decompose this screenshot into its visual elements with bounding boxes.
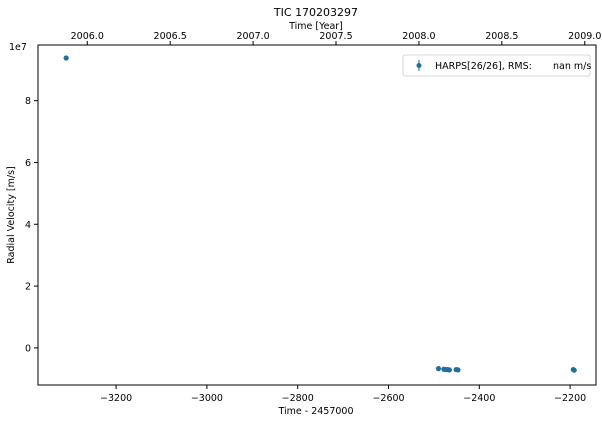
y-tick-label: 4: [25, 220, 31, 231]
legend: HARPS[26/26], RMS: nan m/s: [402, 54, 591, 77]
x-tick-label: −3000: [191, 393, 223, 404]
top-x-tick-label: 2007.5: [319, 31, 352, 42]
x-tick-label: −2800: [282, 393, 314, 404]
chart-title: TIC 170203297: [273, 6, 358, 19]
y-tick-label: 8: [25, 96, 31, 107]
x-tick-label: −3200: [100, 393, 132, 404]
data-point: [455, 367, 461, 373]
plot-frame: [37, 44, 597, 386]
top-x-tick-label: 2006.5: [154, 31, 187, 42]
data-point: [571, 367, 577, 373]
top-x-axis-ticks: 2006.0 2006.5 2007.0 2007.5 2008.0 2008.5 2009…: [71, 31, 601, 45]
legend-box: [402, 54, 591, 77]
x-tick-label: −2200: [554, 393, 586, 404]
x-axis-ticks: −3200 −3000 −2800 −2600 −2400 −2200: [100, 385, 586, 404]
top-x-tick-label: 2009.0: [568, 31, 601, 42]
y-axis-label: Radial Velocity [m/s]: [6, 166, 17, 263]
x-axis-label: Time - 2457000: [277, 406, 353, 417]
y-tick-label: 0: [25, 343, 31, 354]
top-x-tick-label: 2008.0: [402, 31, 435, 42]
legend-marker: [416, 63, 422, 68]
data-points: [63, 55, 577, 373]
y-axis-ticks: 0 2 4 6 8: [25, 96, 38, 354]
data-point: [435, 366, 442, 372]
top-x-tick-label: 2006.0: [71, 31, 104, 42]
x-tick-label: −2600: [372, 393, 404, 404]
legend-label: HARPS[26/26], RMS: nan m/s: [435, 61, 591, 72]
top-x-tick-label: 2007.0: [236, 31, 269, 42]
data-point: [63, 55, 69, 61]
y-tick-label: 6: [25, 158, 31, 169]
y-offset-label: 1e7: [9, 42, 27, 53]
x-tick-label: −2400: [463, 393, 495, 404]
data-point: [446, 367, 452, 373]
y-tick-label: 2: [25, 282, 31, 293]
top-x-tick-label: 2008.5: [485, 31, 518, 42]
top-x-axis-label: Time [Year]: [288, 21, 343, 32]
